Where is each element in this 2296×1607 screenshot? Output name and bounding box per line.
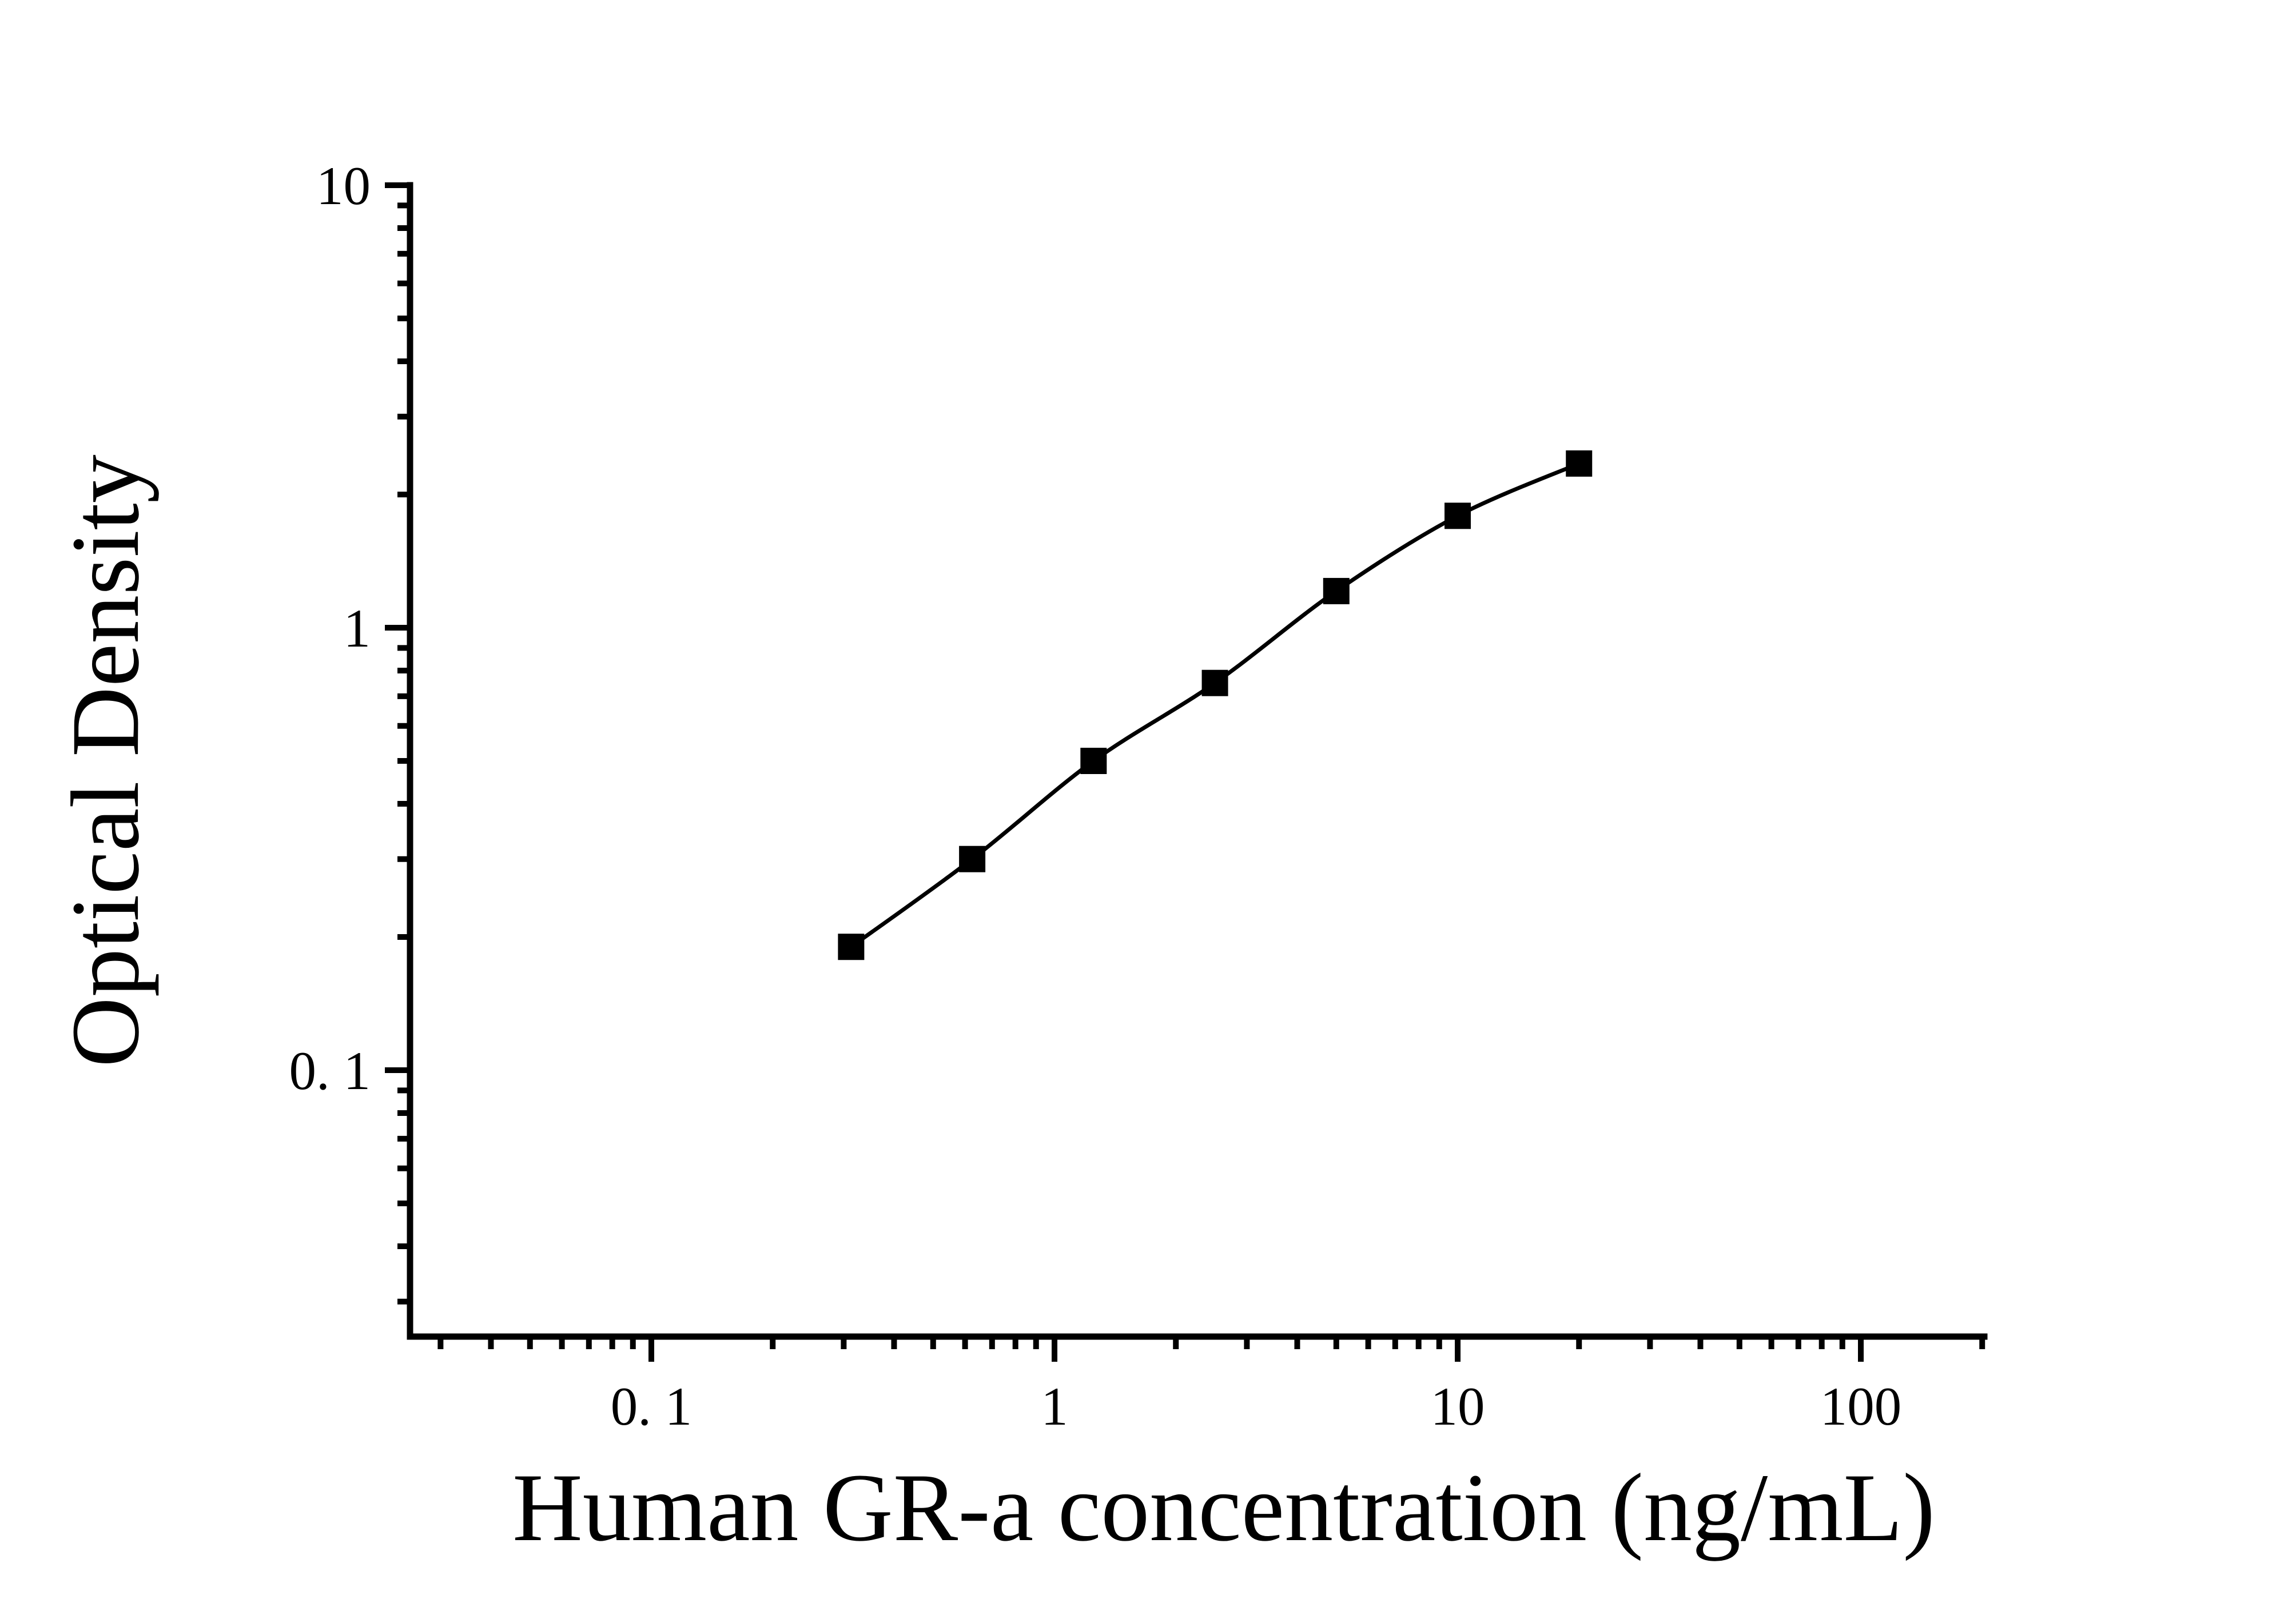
data-point-marker [1080, 747, 1107, 774]
y-axis-title: Optical Density [51, 454, 159, 1067]
x-axis-title: Human GR-a concentration (ng/mL) [512, 1454, 1935, 1561]
y-tick-label: 10 [316, 155, 371, 216]
y-tick-label: 1 [344, 598, 371, 659]
data-point-marker [1201, 669, 1228, 696]
data-point-marker [838, 934, 865, 960]
y-tick-label: 0. 1 [289, 1040, 371, 1101]
data-point-marker [1323, 577, 1350, 604]
plot-area: 10 1 0. 1 0. 1 1 10 100 [289, 155, 1988, 1437]
standard-curve-line [850, 461, 1580, 949]
data-point-marker [1445, 503, 1471, 529]
data-point-marker [1566, 450, 1593, 477]
x-tick-label: 0. 1 [611, 1376, 693, 1437]
data-point-marker [959, 846, 986, 872]
x-tick-label: 1 [1041, 1376, 1068, 1437]
x-tick-label: 10 [1431, 1376, 1485, 1437]
x-tick-label: 100 [1820, 1376, 1902, 1437]
